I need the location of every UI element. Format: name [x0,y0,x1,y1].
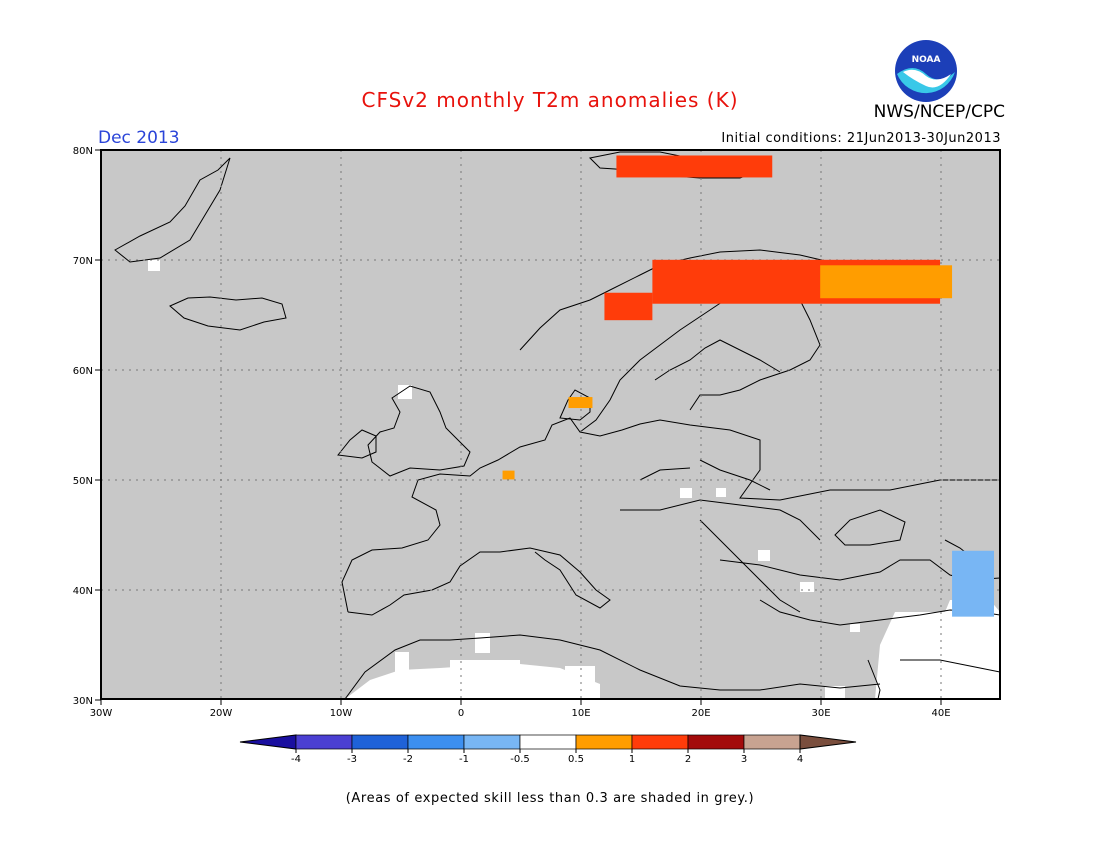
colorbar-label: -3 [347,754,357,765]
colorbar-cell [407,734,465,750]
colorbar-label: 4 [797,754,803,765]
agency-label: NWS/NCEP/CPC [873,102,1005,122]
lon-tick-label: 20W [210,708,233,719]
chart-title: CFSv2 monthly T2m anomalies (K) [361,88,739,112]
lon-tick-label: 30W [90,708,113,719]
lon-tick-label: 0 [458,708,464,719]
colorbar-cell [631,734,689,750]
anomaly-denmark [568,397,593,409]
anomaly-caucasus [952,550,995,617]
colorbar-cell [519,734,577,750]
colorbar-label: -2 [403,754,413,765]
anomaly-belgium [502,470,515,480]
colorbar-label: 2 [685,754,691,765]
colorbar: -4 -3 -2 -1 -0.5 0.5 1 2 3 4 [239,734,857,765]
forecast-month: Dec 2013 [98,128,180,148]
colorbar-label: -1 [459,754,469,765]
colorbar-arrow-high [799,734,857,750]
lon-tick-label: 40E [931,708,950,719]
colorbar-label: 1 [629,754,635,765]
lon-tick-label: 10E [571,708,590,719]
noaa-logo-text: NOAA [912,55,941,65]
anomaly-norway-coast [604,292,653,321]
lat-tick-label: 50N [73,476,93,487]
colorbar-label: 3 [741,754,747,765]
colorbar-cell [351,734,409,750]
lat-tick-label: 80N [73,146,93,157]
colorbar-cell [295,734,353,750]
latitude-axis: 80N 70N 60N 50N 40N 30N [73,146,101,707]
lon-tick-label: 10W [330,708,353,719]
neutral-patches [148,260,1000,699]
lat-tick-label: 60N [73,366,93,377]
lat-tick-label: 30N [73,696,93,707]
colorbar-cell [463,734,521,750]
colorbar-arrow-low [239,734,297,750]
map-frame [100,149,1001,700]
colorbar-label: -4 [291,754,301,765]
initial-conditions: Initial conditions: 21Jun2013-30Jun2013 [721,131,1001,146]
longitude-axis: 30W 20W 10W 0 10E 20E 30E 40E [90,699,951,719]
colorbar-cell [575,734,633,750]
colorbar-cell [743,734,801,750]
anomaly-svalbard [616,155,773,178]
noaa-logo: NOAA [895,40,957,102]
lat-tick-label: 70N [73,256,93,267]
anomaly-kola-arkhangelsk [820,265,953,299]
colorbar-label: -0.5 [510,754,530,765]
colorbar-label: 0.5 [568,754,584,765]
lon-tick-label: 30E [811,708,830,719]
lon-tick-label: 20E [691,708,710,719]
skill-note: (Areas of expected skill less than 0.3 a… [345,791,755,806]
colorbar-cell [687,734,745,750]
anomaly-cells [502,155,995,617]
lat-tick-label: 40N [73,586,93,597]
map-background [101,150,1000,699]
gridlines [101,150,1000,699]
